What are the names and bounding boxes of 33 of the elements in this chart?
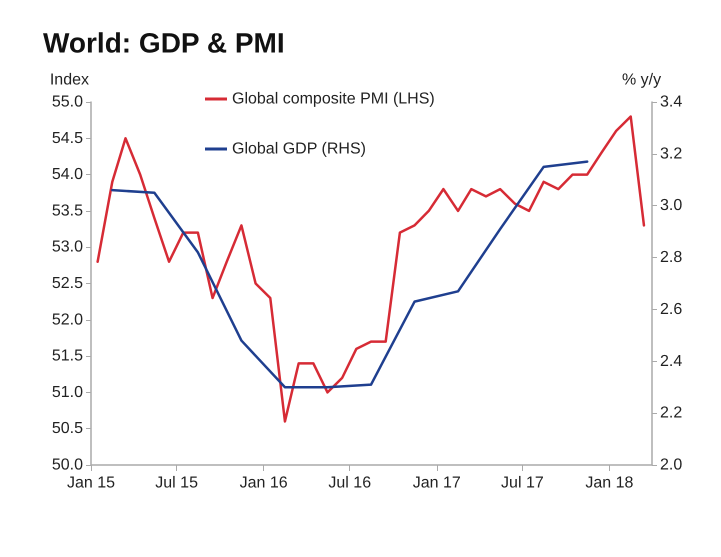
y2-tick-label: 2.0: [660, 456, 682, 474]
y-tick-label: 53.0: [52, 238, 84, 256]
x-tick-label: Jul 16: [328, 474, 372, 492]
legend-label: Global GDP (RHS): [232, 140, 366, 158]
x-tick-label: Jan 18: [585, 474, 634, 492]
y2-tick-label: 2.6: [660, 300, 682, 318]
legend-label: Global composite PMI (LHS): [232, 90, 435, 108]
y-tick-label: 51.5: [52, 348, 84, 365]
y-tick-label: 54.5: [52, 130, 84, 147]
x-tick-label: Jul 15: [155, 474, 198, 492]
line-series: [96, 115, 646, 423]
y-tick-label: 54.0: [52, 166, 84, 184]
y2-tick-label: 3.4: [660, 94, 682, 110]
x-tick-label: Jan 15: [66, 474, 116, 492]
x-tick-label: Jan 16: [240, 474, 288, 492]
y2-tick-label: 2.2: [660, 404, 682, 422]
y-tick-label: 50.5: [52, 420, 84, 438]
y2-tick-label: 2.8: [660, 249, 682, 266]
chart-title: World: GDP & PMI: [43, 28, 285, 58]
y-axis-title: Index: [50, 72, 89, 88]
y2-tick-label: 3.0: [660, 197, 682, 214]
y-tick-label: 50.0: [52, 456, 84, 474]
line-series: [111, 160, 588, 388]
x-tick-label: Jan 17: [412, 474, 461, 492]
y-tick-label: 53.5: [52, 202, 84, 220]
y-tick-label: 51.0: [52, 384, 84, 401]
y2-tick-label: 3.2: [660, 145, 682, 162]
x-tick-label: Jul 17: [501, 474, 544, 492]
y-tick-label: 52.0: [52, 311, 84, 328]
y-tick-label: 52.5: [52, 275, 84, 292]
y-tick-label: 55.0: [52, 94, 84, 110]
y2-axis-title: % y/y: [622, 72, 662, 88]
y2-tick-label: 2.4: [660, 352, 682, 370]
